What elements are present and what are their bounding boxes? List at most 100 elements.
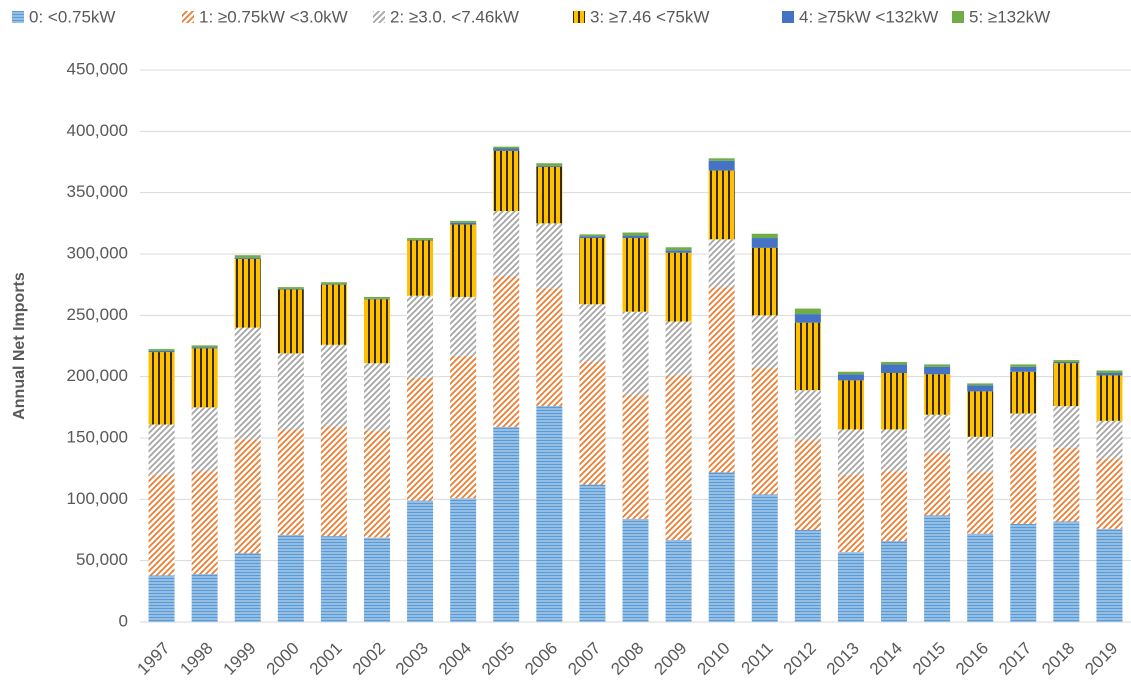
bar-segment: [148, 350, 175, 353]
bar-segment: [407, 295, 434, 378]
bar-segment: [665, 250, 692, 253]
bar-segment: [191, 574, 218, 622]
bar-segment: [536, 288, 563, 407]
bar-segment: [1010, 413, 1037, 450]
bar-segment: [665, 252, 692, 322]
bar-segment: [837, 552, 864, 622]
bar-segment: [837, 371, 864, 375]
bar-segment: [751, 368, 778, 495]
legend-swatch: [12, 11, 24, 23]
bar-segment: [837, 380, 864, 430]
legend-label: 0: <0.75kW: [29, 7, 115, 26]
bar-segment: [924, 515, 951, 622]
y-axis-title: Annual Net Imports: [11, 272, 28, 420]
bar-segment: [579, 236, 606, 239]
bar-segment: [363, 363, 390, 431]
x-tick-label: 2004: [435, 639, 475, 679]
bar-segment: [407, 240, 434, 296]
bar-segment: [708, 158, 735, 161]
x-tick-label: 1998: [176, 639, 216, 679]
y-tick-label: 100,000: [67, 489, 128, 508]
bar-segment: [320, 284, 347, 345]
legend-label: 1: ≥0.75kW <3.0kW: [199, 7, 348, 26]
bar-segment: [751, 247, 778, 316]
bar-segment: [191, 407, 218, 472]
bar-segment: [881, 364, 908, 373]
bar-segment: [881, 541, 908, 622]
bar-segment: [967, 436, 994, 473]
x-tick-label: 2002: [349, 639, 389, 679]
y-tick-label: 300,000: [67, 243, 128, 262]
bar-segment: [450, 355, 477, 499]
bar-segment: [881, 471, 908, 542]
bar-segment: [622, 232, 649, 236]
x-tick-label: 2014: [866, 639, 906, 679]
bar-segment: [1053, 360, 1080, 362]
bar-segment: [881, 361, 908, 365]
bar-segment: [450, 220, 477, 223]
bar-segment: [837, 374, 864, 381]
bar-segment: [536, 406, 563, 622]
bar-segment: [837, 474, 864, 553]
bar-segment: [579, 361, 606, 485]
bar-segment: [234, 439, 261, 554]
legend-swatch: [373, 11, 385, 23]
bar-segment: [924, 374, 951, 415]
bar-segment: [1010, 523, 1037, 622]
bar-segment: [363, 299, 390, 364]
bar-segment: [536, 166, 563, 224]
bar-segment: [622, 235, 649, 239]
y-tick-label: 50,000: [76, 550, 128, 569]
x-tick-label: 2016: [952, 639, 992, 679]
bar-segment: [1053, 406, 1080, 448]
bar-segment: [967, 391, 994, 437]
bar-segment: [191, 345, 218, 348]
bar-segment: [493, 150, 520, 212]
x-tick-label: 2000: [263, 639, 303, 679]
bar-segment: [363, 298, 390, 300]
bar-segment: [881, 429, 908, 472]
bar-segment: [536, 163, 563, 166]
y-tick-label: 0: [119, 611, 128, 630]
bar-segment: [881, 372, 908, 430]
x-tick-label: 2006: [521, 639, 561, 679]
bar-segment: [622, 395, 649, 519]
bar-segment: [1096, 528, 1123, 622]
bar-segment: [536, 165, 563, 167]
legend-swatch: [573, 11, 585, 23]
legend-label: 3: ≥7.46 <75kW: [590, 7, 709, 26]
y-tick-label: 200,000: [67, 366, 128, 385]
x-tick-label: 2011: [737, 639, 776, 678]
bar-segment: [407, 377, 434, 501]
bar-segment: [794, 314, 821, 323]
bar-segment: [320, 284, 347, 285]
legend-label: 5: ≥132kW: [969, 7, 1050, 26]
bar-segment: [191, 348, 218, 408]
bar-segment: [794, 440, 821, 530]
x-tick-label: 2007: [564, 639, 604, 679]
bar-segment: [493, 211, 520, 277]
bar-segment: [924, 364, 951, 367]
x-tick-label: 2003: [392, 639, 432, 679]
bar-segment: [407, 238, 434, 240]
bar-segment: [450, 224, 477, 297]
bar-segment: [277, 353, 304, 430]
bar-segment: [1096, 372, 1123, 376]
bar-segment: [708, 239, 735, 288]
bar-segment: [751, 238, 778, 248]
bar-segment: [148, 474, 175, 576]
bar-segment: [191, 471, 218, 575]
bar-segment: [148, 349, 175, 351]
bar-segment: [665, 247, 692, 251]
bar-segment: [794, 530, 821, 622]
bar-segment: [191, 347, 218, 349]
bar-segment: [277, 429, 304, 535]
x-tick-label: 2017: [995, 639, 1035, 679]
bar-segment: [665, 321, 692, 376]
y-tick-label: 350,000: [67, 182, 128, 201]
bar-segment: [708, 472, 735, 622]
bar-segment: [234, 258, 261, 328]
bar-segment: [277, 287, 304, 289]
bar-segment: [794, 308, 821, 315]
bar-segment: [708, 160, 735, 171]
